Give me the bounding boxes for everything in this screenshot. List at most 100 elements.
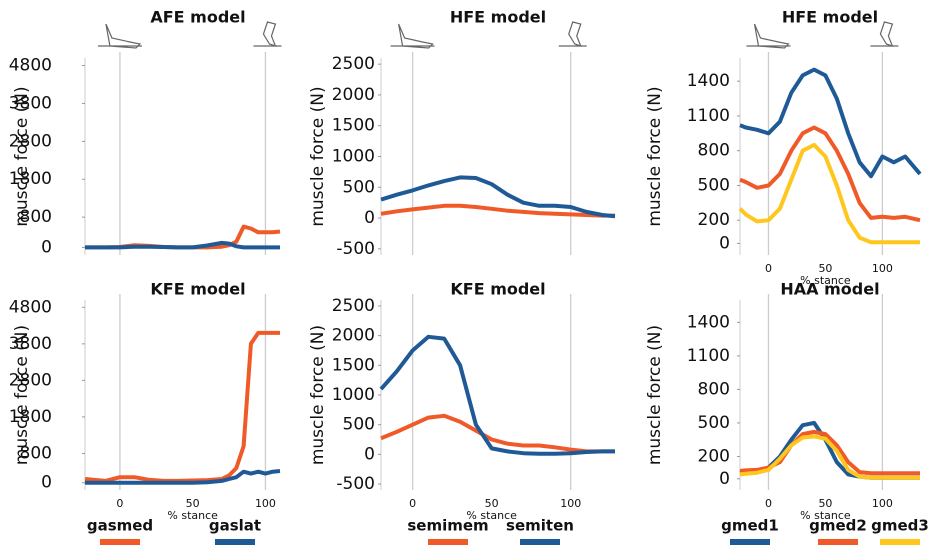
- series-line: [85, 240, 280, 250]
- y-axis-label: muscle force (N): [645, 325, 665, 465]
- x-axis-label: % stance: [800, 274, 851, 287]
- series-line: [380, 175, 616, 219]
- chart-title: HFE model: [450, 8, 546, 27]
- y-tick-label: 1000: [332, 385, 375, 405]
- legend-label: gmed2: [809, 517, 867, 535]
- y-tick-label: 4800: [9, 56, 52, 76]
- chart-title: HFE model: [782, 8, 878, 27]
- foot-icon: [558, 21, 587, 47]
- series-line: [380, 413, 615, 454]
- x-tick-label: 50: [186, 497, 200, 510]
- legend-label: semimem: [407, 517, 488, 535]
- chart-title: KFE model: [450, 280, 545, 299]
- y-tick-label: 2500: [332, 54, 375, 74]
- x-tick-label: 0: [409, 497, 416, 510]
- y-tick-label: 1500: [332, 355, 375, 375]
- x-axis-label: % stance: [167, 509, 218, 522]
- x-tick-label: 100: [872, 497, 893, 510]
- y-axis-label: muscle force (N): [308, 325, 328, 465]
- x-tick-label: 0: [765, 262, 772, 275]
- legend-label: gmed1: [721, 517, 779, 535]
- y-tick-label: 1800: [9, 169, 52, 189]
- y-axis-label: muscle force (N): [645, 86, 665, 226]
- series-line: [739, 67, 922, 179]
- chart-title: AFE model: [150, 8, 245, 27]
- x-tick-label: 100: [560, 497, 581, 510]
- legend-swatch: [215, 539, 255, 545]
- y-tick-label: 500: [343, 177, 375, 197]
- y-tick-label: 3800: [9, 334, 52, 354]
- foot-icon: [390, 23, 435, 49]
- x-tick-label: 0: [116, 497, 123, 510]
- y-tick-label: 800: [698, 141, 730, 161]
- legend-label: semiten: [506, 517, 574, 535]
- x-axis-label: % stance: [466, 509, 517, 522]
- y-tick-label: 1500: [332, 116, 375, 136]
- legend-label: gasmed: [87, 517, 153, 535]
- y-tick-label: 2800: [9, 370, 52, 390]
- legend-label: gaslat: [209, 517, 261, 535]
- chart-title: KFE model: [150, 280, 245, 299]
- y-axis-label: muscle force (N): [12, 325, 32, 465]
- x-tick-label: 0: [765, 497, 772, 510]
- y-tick-label: 1100: [687, 106, 730, 126]
- y-tick-label: 1400: [687, 312, 730, 332]
- y-tick-label: 1000: [332, 147, 375, 167]
- y-tick-label: 800: [20, 443, 52, 463]
- y-tick-label: 0: [41, 473, 52, 493]
- series-line: [739, 125, 921, 223]
- y-tick-label: 500: [698, 413, 730, 433]
- y-tick-label: 4800: [9, 297, 52, 317]
- y-tick-label: 800: [698, 379, 730, 399]
- y-axis-label: muscle force (N): [308, 86, 328, 226]
- y-tick-label: 1100: [687, 346, 730, 366]
- foot-icon: [746, 23, 791, 49]
- y-tick-label: 1800: [9, 407, 52, 427]
- series-line: [379, 334, 615, 456]
- legend-label: gmed3: [871, 517, 928, 535]
- legend-swatch: [100, 539, 140, 545]
- legend-swatch: [520, 539, 560, 545]
- series-line: [739, 429, 920, 476]
- y-tick-label: 2000: [332, 85, 375, 105]
- legend-swatch: [428, 539, 468, 545]
- legend-swatch: [818, 539, 858, 545]
- x-tick-label: 50: [485, 497, 499, 510]
- y-tick-label: -500: [336, 239, 375, 259]
- y-tick-label: 0: [719, 233, 730, 253]
- y-tick-label: -500: [336, 474, 375, 494]
- x-tick-label: 100: [255, 497, 276, 510]
- x-axis-label: % stance: [800, 509, 851, 522]
- series-line: [84, 330, 280, 483]
- foot-icon: [253, 21, 282, 47]
- x-tick-label: 50: [818, 497, 832, 510]
- y-tick-label: 200: [698, 210, 730, 230]
- series-line: [739, 434, 920, 480]
- foot-icon: [870, 21, 899, 47]
- y-tick-label: 800: [20, 207, 52, 227]
- series-line: [85, 469, 281, 485]
- y-tick-label: 2800: [9, 131, 52, 151]
- chart-title: HAA model: [780, 280, 879, 299]
- y-tick-label: 1400: [687, 71, 730, 91]
- y-tick-label: 3800: [9, 93, 52, 113]
- y-tick-label: 2000: [332, 326, 375, 346]
- y-tick-label: 0: [364, 444, 375, 464]
- series-line: [85, 224, 281, 250]
- y-axis-label: muscle force (N): [12, 86, 32, 226]
- y-tick-label: 500: [698, 175, 730, 195]
- y-tick-label: 0: [719, 469, 730, 489]
- y-tick-label: 200: [698, 446, 730, 466]
- series-line: [738, 142, 920, 245]
- y-tick-label: 0: [41, 237, 52, 257]
- y-tick-label: 2500: [332, 296, 375, 316]
- legend-swatch: [880, 539, 920, 545]
- x-tick-label: 100: [872, 262, 893, 275]
- y-tick-label: 0: [364, 208, 375, 228]
- x-tick-label: 50: [818, 262, 832, 275]
- foot-icon: [97, 23, 142, 49]
- y-tick-label: 500: [343, 415, 375, 435]
- legend-swatch: [730, 539, 770, 545]
- series-line: [380, 203, 615, 218]
